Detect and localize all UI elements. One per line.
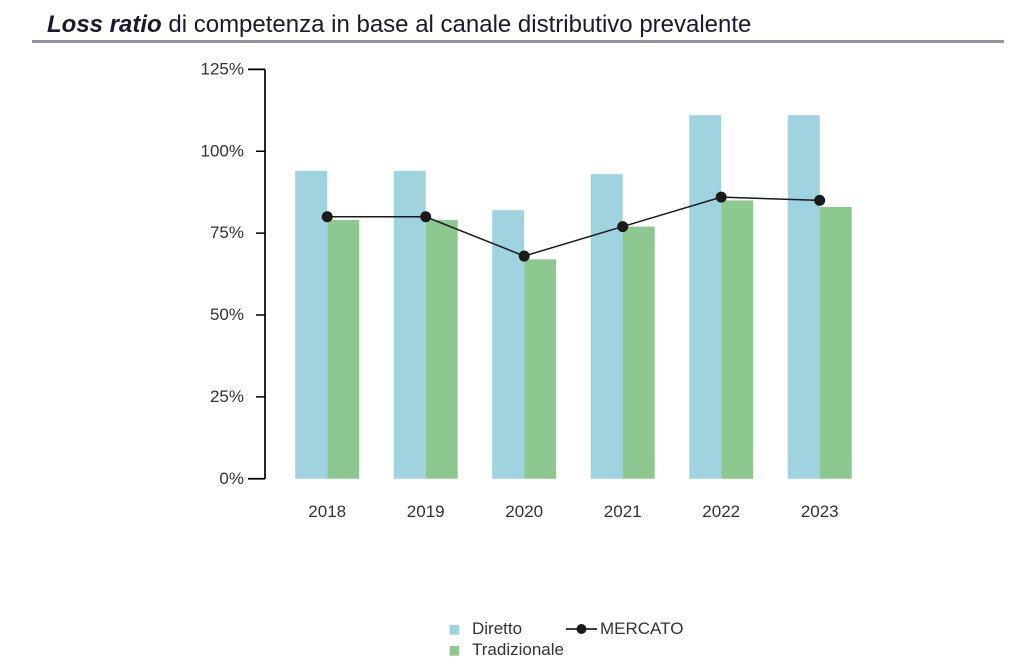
svg-text:2023: 2023 — [801, 502, 839, 521]
svg-text:0%: 0% — [219, 469, 244, 488]
svg-text:MERCATO: MERCATO — [600, 619, 683, 638]
svg-text:50%: 50% — [210, 305, 244, 324]
svg-text:Tradizionale: Tradizionale — [472, 640, 564, 659]
svg-text:125%: 125% — [201, 59, 244, 78]
svg-text:2019: 2019 — [407, 502, 445, 521]
svg-text:25%: 25% — [210, 387, 244, 406]
svg-text:75%: 75% — [210, 223, 244, 242]
svg-text:100%: 100% — [201, 141, 244, 160]
svg-text:Diretto: Diretto — [472, 619, 522, 638]
svg-text:2020: 2020 — [505, 502, 543, 521]
svg-text:2021: 2021 — [604, 502, 642, 521]
svg-text:2018: 2018 — [308, 502, 346, 521]
svg-text:2022: 2022 — [702, 502, 740, 521]
